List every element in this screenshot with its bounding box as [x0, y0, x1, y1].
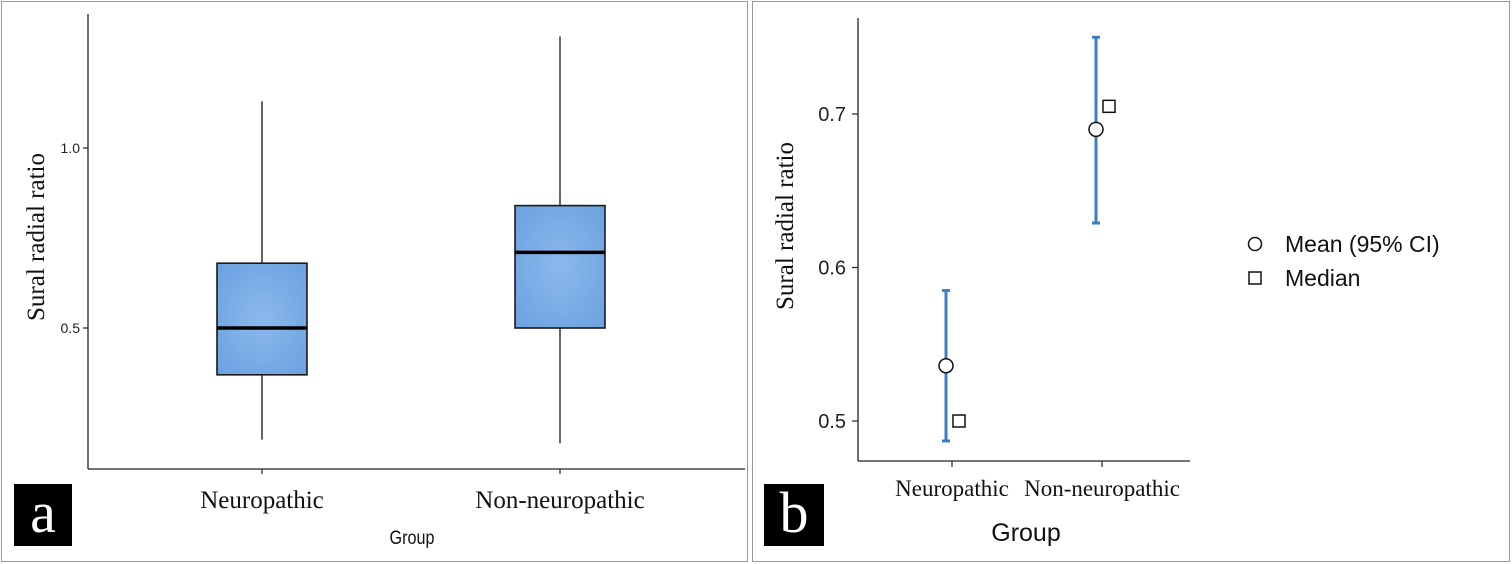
median-point: [1102, 99, 1116, 114]
x-tick-label: Non-neuropathic: [475, 487, 644, 514]
x-tick-label: Neuropathic: [895, 476, 1009, 501]
legend-median-label: Median: [1285, 265, 1360, 291]
x-tick-label: Neuropathic: [200, 487, 324, 514]
panel-b-frame: [752, 1, 1510, 562]
legend-mean-label: Mean (95% CI): [1285, 231, 1440, 257]
mean-point: [1088, 121, 1104, 138]
mean-point: [938, 357, 954, 374]
x-axis-label: Group: [390, 527, 435, 549]
box: [514, 204, 606, 329]
x-axis-label: Group: [991, 519, 1060, 547]
x-tick-label: Non-neuropathic: [1024, 476, 1180, 501]
y-tick-label: 0.5: [818, 411, 846, 433]
panel-label-b: b: [764, 484, 824, 546]
median-point: [952, 414, 966, 428]
y-tick-label: 0.6: [818, 258, 846, 280]
legend-mean-icon: [1247, 236, 1263, 252]
box: [216, 262, 308, 376]
y-tick-label: 0.5: [61, 320, 81, 336]
y-axis-label: Sural radial ratio: [772, 142, 799, 310]
y-tick-label: 1.0: [61, 140, 81, 156]
y-tick-label: 0.7: [818, 104, 846, 126]
panel-label-a: a: [14, 484, 72, 546]
legend-median-icon: [1248, 271, 1262, 285]
y-axis-label: Sural radial ratio: [23, 153, 50, 321]
